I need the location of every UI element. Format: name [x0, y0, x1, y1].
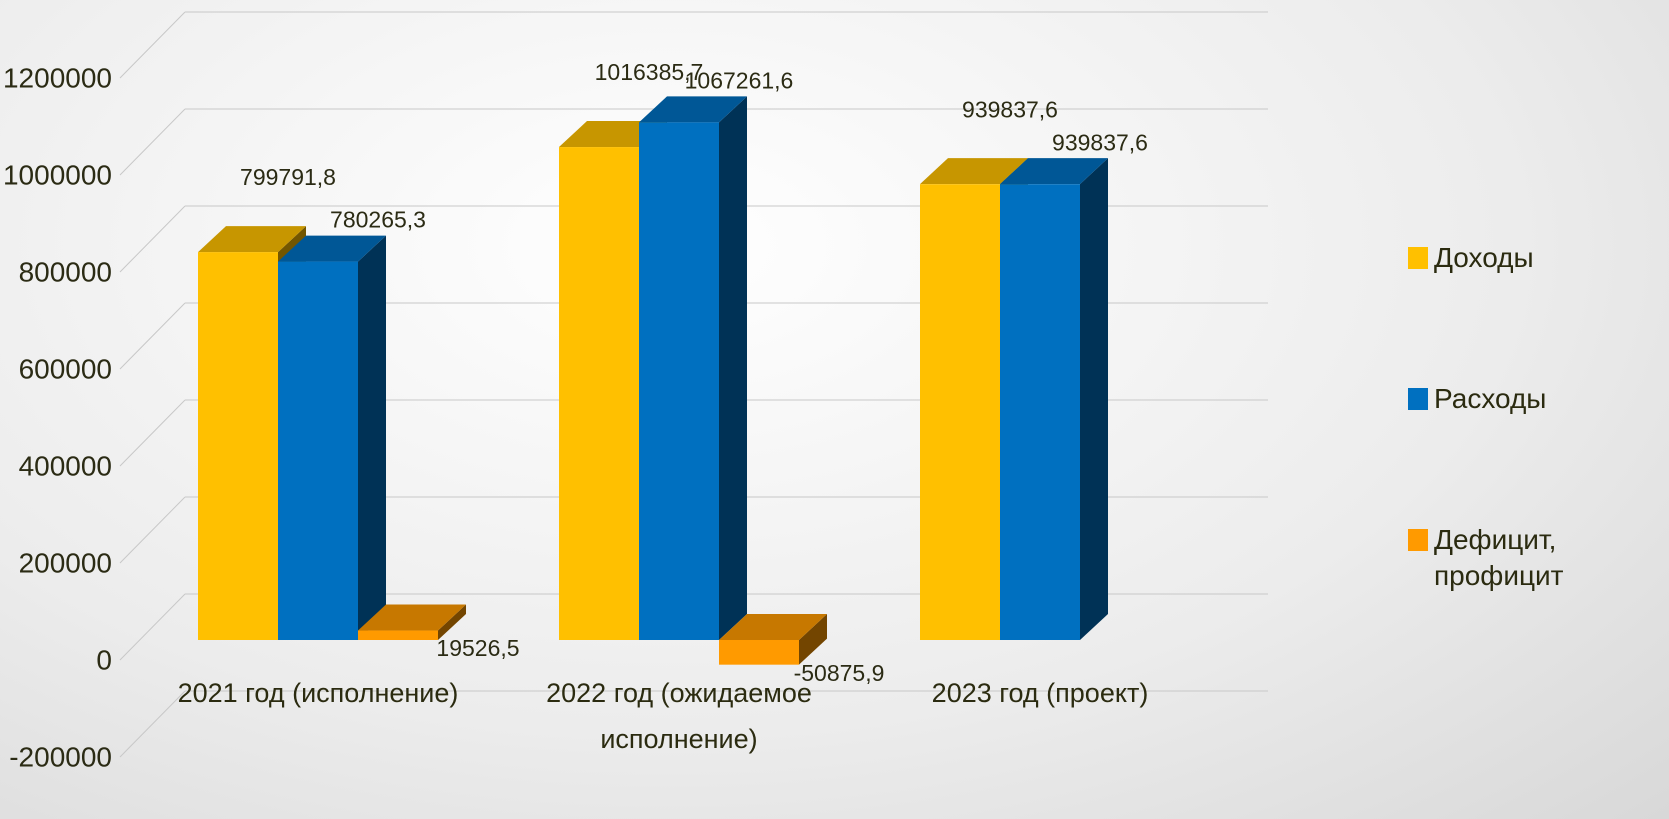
y-tick-label: 0: [96, 644, 112, 675]
grid-line: [119, 593, 186, 661]
legend-swatch: [1408, 247, 1428, 269]
x-tick-label: 2022 год (ожидаемое исполнение): [546, 678, 812, 754]
bar-side: [799, 614, 827, 665]
bar: [278, 261, 358, 640]
bar-top: [920, 158, 1028, 185]
y-tick-label: 600000: [19, 353, 112, 384]
y-tick-label: 1200000: [3, 62, 112, 93]
legend-swatch: [1408, 529, 1428, 551]
grid-line: [119, 690, 186, 758]
bar: [639, 122, 719, 641]
data-label: 1016385,7: [595, 59, 704, 85]
bar-side: [719, 96, 747, 641]
y-tick-label: 800000: [19, 256, 112, 287]
bar-top: [639, 96, 747, 123]
legend-label: Дефицит, профицит: [1434, 524, 1564, 591]
bar-top: [358, 604, 466, 631]
bar: [559, 147, 639, 641]
data-label: 19526,5: [436, 635, 519, 661]
bar-side: [358, 235, 386, 640]
bar-top: [719, 614, 827, 640]
grid-line: [119, 11, 186, 79]
grid-line: [119, 302, 186, 370]
y-tick-label: 1000000: [3, 159, 112, 190]
y-tick-label: 400000: [19, 450, 112, 481]
data-label: 939837,6: [1052, 129, 1148, 155]
data-label: 799791,8: [240, 164, 336, 190]
data-label: 1067261,6: [685, 67, 794, 93]
bar-top: [278, 235, 386, 262]
y-tick-label: -200000: [9, 741, 112, 772]
bar: [1000, 184, 1080, 640]
x-tick-label: 2021 год (исполнение): [177, 678, 459, 708]
y-tick-label: 200000: [19, 547, 112, 578]
bar-top: [198, 226, 306, 253]
data-label: -50875,9: [794, 660, 885, 686]
bar: [358, 630, 438, 640]
grid-line: [119, 496, 186, 564]
legend-label: Расходы: [1434, 383, 1547, 414]
legend-swatch: [1408, 388, 1428, 410]
x-tick-label: 2023 год (проект): [931, 678, 1149, 708]
grid-line: [119, 205, 186, 273]
grid-line: [119, 108, 186, 176]
legend-label: Доходы: [1434, 242, 1534, 273]
bar-side: [1080, 158, 1108, 640]
data-label: 780265,3: [330, 207, 426, 233]
bar: [198, 252, 278, 640]
grid-line: [119, 399, 186, 467]
bar: [719, 640, 799, 665]
bar: [920, 184, 1000, 640]
data-label: 939837,6: [962, 96, 1058, 122]
bar-top: [1000, 158, 1108, 185]
bar-side: [438, 604, 466, 640]
